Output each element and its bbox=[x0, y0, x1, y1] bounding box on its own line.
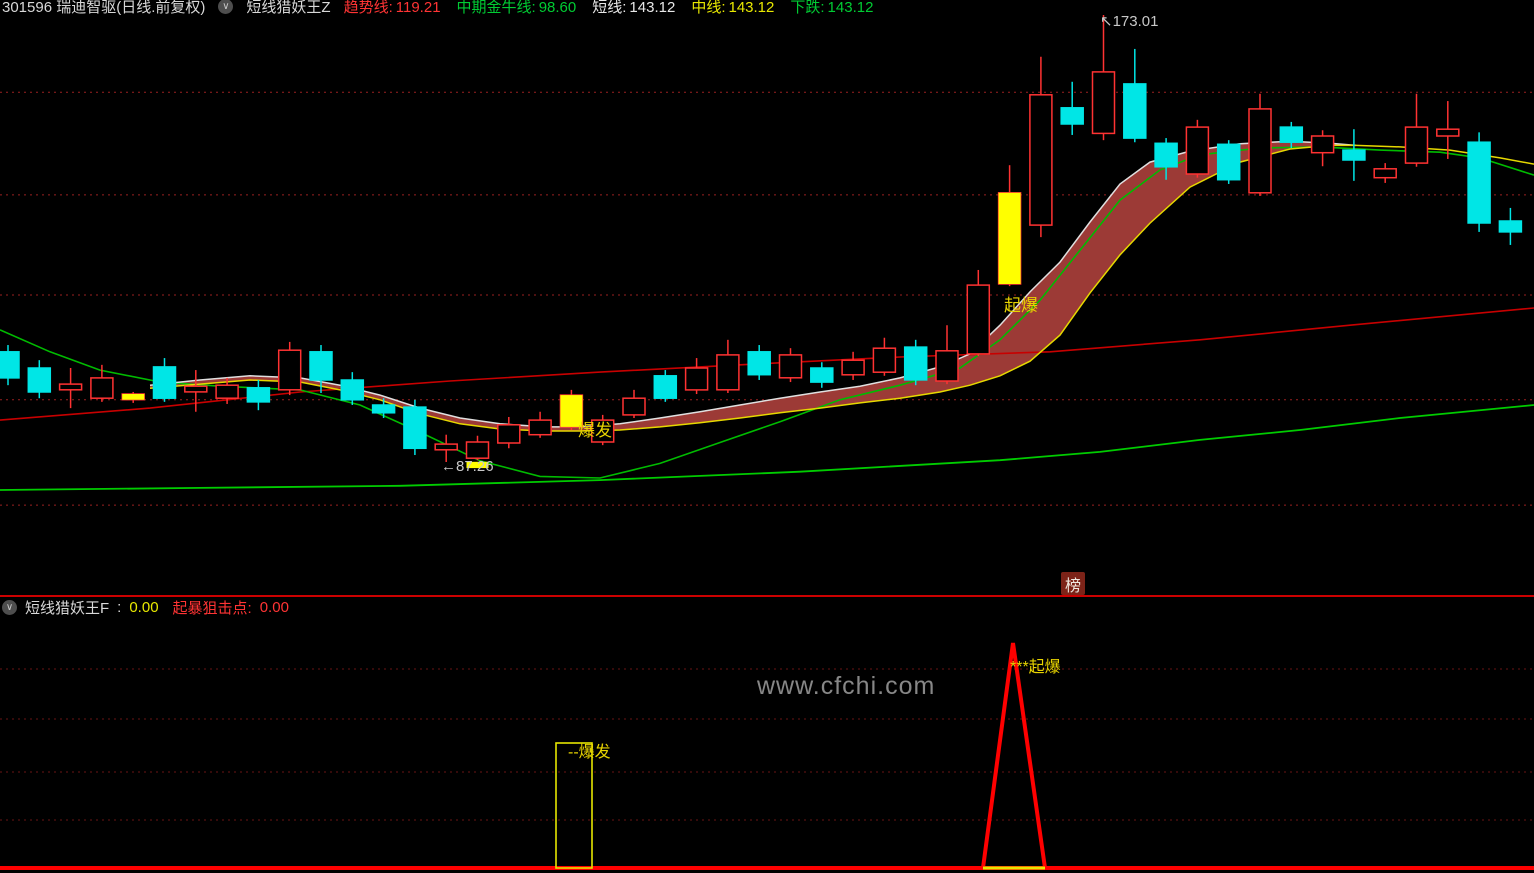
low-arrow-icon: ← bbox=[441, 458, 456, 475]
candle-body bbox=[841, 359, 865, 376]
candle-body bbox=[215, 384, 239, 399]
high-price-value: 173.01 bbox=[1112, 13, 1159, 30]
ma-fast-green-line bbox=[0, 146, 1534, 479]
burst-signal-label: 爆发 bbox=[578, 421, 612, 440]
candle-body bbox=[1185, 126, 1210, 175]
candle-body bbox=[1404, 126, 1429, 164]
candle-body bbox=[1248, 108, 1272, 194]
sub-indicator-value: 0.00 bbox=[129, 598, 159, 616]
site-watermark: www.cfchi.com bbox=[757, 672, 936, 700]
candle-body bbox=[716, 354, 740, 391]
candle-body bbox=[935, 350, 959, 382]
candle-body bbox=[622, 397, 646, 416]
candle-body bbox=[966, 284, 991, 355]
candle-body bbox=[653, 375, 678, 399]
candle-body bbox=[1029, 94, 1053, 226]
high-price-annotation: ↖173.01 bbox=[1100, 12, 1158, 30]
rank-badge-button[interactable]: 榜 bbox=[1061, 572, 1085, 595]
candle-body bbox=[371, 404, 396, 414]
candle-body bbox=[403, 406, 427, 450]
candle-body bbox=[1373, 168, 1397, 179]
stock-code: 301596 bbox=[2, 0, 53, 16]
candle-body bbox=[184, 385, 208, 393]
candle-body bbox=[246, 387, 271, 403]
candle-body bbox=[1216, 143, 1241, 181]
signal-marker bbox=[998, 192, 1021, 284]
chart-period: (日线.前复权) bbox=[116, 0, 206, 16]
field-midline: 中线: 143.12 bbox=[691, 0, 775, 16]
candle-body bbox=[58, 383, 83, 391]
field-trendline: 趋势线: 119.21 bbox=[343, 0, 441, 16]
sub-ignite-signal-label: ***起爆 bbox=[1010, 659, 1061, 676]
candle-body bbox=[90, 377, 114, 399]
candle-body bbox=[1060, 107, 1084, 125]
ma-slow-green-line bbox=[0, 404, 1534, 491]
stock-name: 瑞迪智驱 bbox=[56, 0, 117, 16]
candle-body bbox=[497, 424, 521, 444]
candle-body bbox=[684, 367, 709, 391]
sub-collapse-chevron-icon[interactable]: ∨ bbox=[2, 599, 17, 615]
candle-body bbox=[810, 367, 834, 383]
candle-body bbox=[747, 351, 771, 376]
candle-body bbox=[1498, 220, 1523, 233]
candle-body bbox=[465, 441, 490, 459]
ignite-signal-label: 起爆 bbox=[1004, 296, 1038, 315]
candle-body bbox=[277, 349, 302, 391]
signal-bar-baofa bbox=[555, 742, 593, 869]
sub-indicator-name: 短线猎妖王F bbox=[25, 599, 110, 617]
high-arrow-icon: ↖ bbox=[1100, 13, 1113, 30]
candle-body bbox=[27, 367, 52, 393]
candle-body bbox=[1342, 149, 1366, 161]
snipe-point-label: 起暴狙击点: bbox=[172, 599, 252, 617]
stock-title: 301596 瑞迪智驱(日线.前复权) bbox=[2, 0, 205, 17]
candle-body bbox=[528, 419, 552, 436]
sub-indicator-header: ∨ 短线猎妖王F : 0.00 起暴狙击点: 0.00 bbox=[2, 598, 289, 617]
candle-body bbox=[434, 443, 458, 451]
candle-body bbox=[1310, 135, 1335, 154]
band-top-white-line bbox=[149, 140, 1357, 428]
candle-body bbox=[309, 351, 333, 381]
signal-spike-qibao bbox=[981, 642, 1047, 869]
low-price-value: 87.26 bbox=[456, 458, 494, 475]
sub-burst-signal-label: --爆发 bbox=[568, 744, 611, 761]
signal-marker bbox=[122, 394, 145, 400]
main-chart-header: 301596 瑞迪智驱(日线.前复权) ∨ 短线猎妖王Z 趋势线: 119.21 … bbox=[2, 0, 876, 17]
field-downline: 下跌: 143.12 bbox=[790, 0, 874, 16]
signal-marker bbox=[466, 461, 489, 469]
main-collapse-chevron-icon[interactable]: ∨ bbox=[218, 0, 234, 14]
candle-body bbox=[1154, 142, 1178, 168]
candle-body bbox=[872, 347, 897, 373]
candle-body bbox=[590, 419, 615, 443]
candle-body bbox=[340, 379, 365, 401]
field-midterm-goldbull: 中期金牛线: 98.60 bbox=[456, 0, 577, 16]
candle-body bbox=[1091, 71, 1116, 135]
field-shortline: 短线: 143.12 bbox=[592, 0, 676, 16]
sub-indicator-separator: : bbox=[117, 598, 122, 616]
low-price-annotation: ←87.26 bbox=[441, 458, 494, 475]
candle-body bbox=[1123, 83, 1147, 139]
candle-body bbox=[903, 346, 928, 381]
snipe-point-value: 0.00 bbox=[259, 598, 289, 616]
candle-body bbox=[1467, 141, 1491, 224]
candle-body bbox=[152, 366, 177, 399]
signal-marker bbox=[560, 395, 583, 427]
candle-body bbox=[0, 351, 20, 379]
candle-body bbox=[778, 354, 803, 379]
candle-body bbox=[1279, 126, 1304, 143]
main-indicator-name: 短线猎妖王Z bbox=[246, 0, 331, 16]
candle-body bbox=[1436, 128, 1460, 137]
